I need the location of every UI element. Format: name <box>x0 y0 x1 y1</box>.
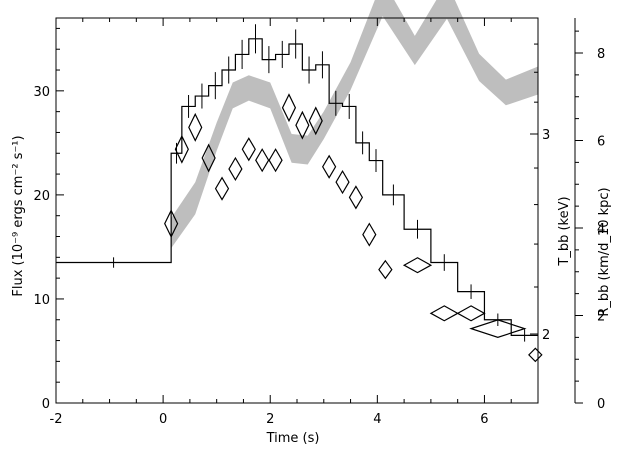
radius-diamond <box>241 137 256 162</box>
radius-diamond <box>268 148 283 173</box>
x-tick-label: -2 <box>50 412 63 427</box>
radius-diamond-layer <box>164 93 543 363</box>
temperature-band-layer <box>171 0 539 249</box>
radius-diamond <box>188 112 203 142</box>
left-y-tick-label: 20 <box>33 189 50 204</box>
radius-diamond <box>528 347 543 363</box>
radius-tick-label: 2 <box>597 310 605 325</box>
radius-diamond <box>348 185 364 210</box>
left-y-tick-label: 30 <box>33 85 50 100</box>
radius-diamond <box>429 305 459 322</box>
x-axis-label: Time (s) <box>266 431 320 446</box>
radius-diamond <box>214 176 230 201</box>
radius-diamond <box>201 143 216 173</box>
x-tick-label: 4 <box>373 412 381 427</box>
left-y-axis-label: Flux (10⁻⁹ ergs cm⁻² s⁻¹) <box>11 135 26 296</box>
x-tick-label: 2 <box>266 412 274 427</box>
radius-diamond <box>322 154 337 179</box>
plot-frame <box>55 17 539 404</box>
radius-diamond <box>295 110 310 140</box>
radius-tick-label: 8 <box>597 47 605 62</box>
radius-diamond <box>456 305 486 322</box>
radius-diamond <box>281 93 297 123</box>
radius-diamond <box>362 222 377 247</box>
radius-tick-label: 0 <box>597 397 605 412</box>
left-y-tick-label: 10 <box>33 293 50 308</box>
radius-diamond <box>174 134 189 164</box>
x-tick-label: 0 <box>159 412 167 427</box>
radius-diamond <box>402 257 433 274</box>
radius-diamond <box>308 106 323 136</box>
x-tick-label: 6 <box>480 412 488 427</box>
temperature-band <box>171 0 538 249</box>
flux-step-line <box>56 38 538 336</box>
radius-axis-label: R_bb (km/d_10 kpc) <box>597 187 612 316</box>
radius-diamond <box>469 319 527 339</box>
temperature-axis-label: T_bb (keV) <box>557 196 572 266</box>
radius-diamond <box>228 156 243 182</box>
radius-tick-label: 6 <box>597 135 605 150</box>
flux-step-layer <box>56 24 538 342</box>
temperature-tick-label: 2 <box>542 328 550 343</box>
radius-diamond <box>255 148 270 173</box>
temperature-tick-label: 3 <box>542 128 550 143</box>
radius-diamond <box>378 259 393 280</box>
radius-diamond <box>335 169 350 195</box>
left-y-tick-label: 0 <box>42 397 50 412</box>
radius-tick-label: 4 <box>597 222 605 237</box>
